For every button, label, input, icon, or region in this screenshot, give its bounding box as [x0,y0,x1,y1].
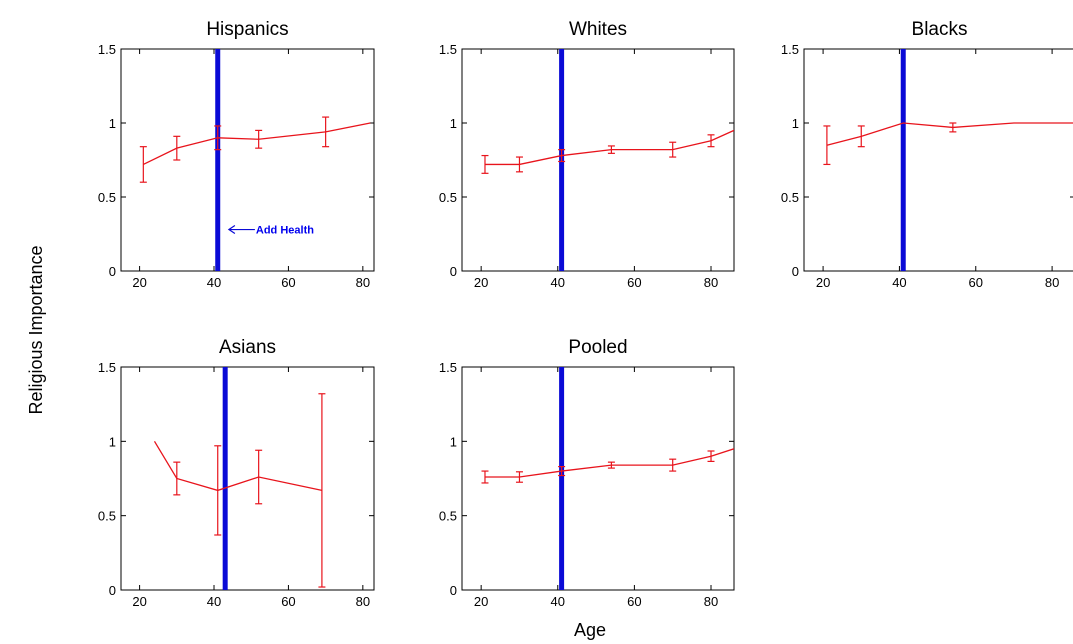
x-tick-label: 20 [474,594,488,609]
panel-title: Pooled [568,337,627,358]
x-tick-label: 60 [627,594,641,609]
series-line [143,122,371,166]
x-tick-label: 40 [551,275,565,290]
panel-title: Asians [219,337,276,358]
y-tick-label: 1.5 [98,360,116,375]
series-line [153,440,323,492]
x-tick-label: 80 [1045,275,1059,290]
y-tick-label: 1.5 [781,42,799,57]
x-tick-label: 60 [627,275,641,290]
y-axis-label: Religious Importance [26,245,46,414]
chart-panel: Hispanics 20 40 60 80 0 0.5 1 1.5 Add Health [98,19,375,290]
x-tick-label: 20 [132,594,146,609]
x-tick-label: 80 [704,594,718,609]
y-tick-label: 1.5 [439,360,457,375]
y-tick-label: 0.5 [781,190,799,205]
axes-frame [803,48,1073,272]
series-group [481,448,734,484]
panel-title: Hispanics [206,19,288,40]
x-tick-label: 20 [474,275,488,290]
y-tick-label: 1 [109,434,116,449]
panel-title: Blacks [912,19,968,40]
x-tick-label: 40 [207,594,221,609]
x-tick-label: 20 [132,275,146,290]
series-line [826,122,1073,146]
axes-frame [120,48,375,272]
y-tick-label: 1 [450,434,457,449]
x-tick-label: 40 [892,275,906,290]
y-tick-label: 1 [109,116,116,131]
series-group [153,393,326,588]
arrow-left-icon [227,225,236,235]
x-tick-label: 20 [816,275,830,290]
series-group [139,116,371,183]
series-group [481,129,734,174]
chart-panel: Pooled 20 40 60 80 0 0.5 1 1.5 [439,337,735,609]
y-tick-label: 0.5 [98,190,116,205]
x-axis-label: Age [574,620,606,640]
x-tick-label: 80 [704,275,718,290]
chart-panel: Blacks 20 40 60 80 0 0.5 1 1.5 [781,19,1073,290]
axes-frame [461,48,735,272]
x-tick-label: 60 [281,275,295,290]
x-tick-label: 80 [356,275,370,290]
y-tick-label: 0 [109,583,116,598]
y-tick-label: 0.5 [439,509,457,524]
y-tick-label: 1 [450,116,457,131]
x-tick-label: 80 [356,594,370,609]
x-tick-label: 60 [281,594,295,609]
annotation-group: Add Health [227,225,314,237]
chart-panel: Whites 20 40 60 80 0 0.5 1 1.5 [439,19,735,290]
annotation-label: Add Health [256,225,314,237]
series-line [484,129,734,166]
panel-title: Whites [569,19,627,40]
y-tick-label: 0.5 [439,190,457,205]
y-tick-label: 0 [450,583,457,598]
y-tick-label: 1 [792,116,799,131]
axes-frame [120,366,375,591]
y-tick-label: 0.5 [98,509,116,524]
y-tick-label: 0 [450,264,457,279]
y-tick-label: 0 [792,264,799,279]
x-tick-label: 60 [969,275,983,290]
y-tick-label: 0 [109,264,116,279]
y-tick-label: 1.5 [98,42,116,57]
y-tick-label: 1.5 [439,42,457,57]
axes-frame [461,366,735,591]
x-tick-label: 40 [551,594,565,609]
x-tick-label: 40 [207,275,221,290]
series-line [484,448,734,478]
chart-panel: Asians 20 40 60 80 0 0.5 1 1.5 [98,337,375,609]
series-group [823,122,1073,166]
